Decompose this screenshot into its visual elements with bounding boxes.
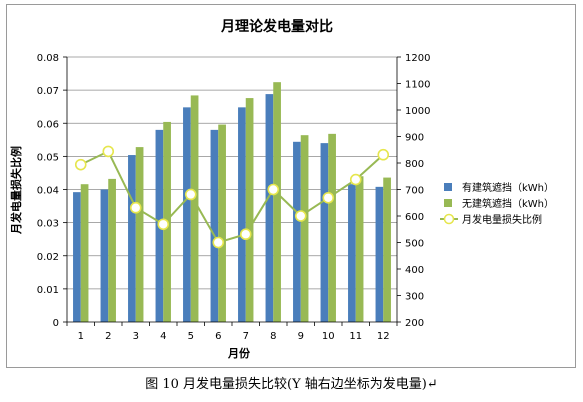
bar-shaded bbox=[265, 94, 274, 322]
bar-shaded bbox=[128, 155, 136, 322]
right-tick-label: 1000 bbox=[405, 106, 430, 117]
x-axis-label: 月份 bbox=[227, 346, 251, 360]
figure-caption: 图 10 月发电量损失比较(Y 轴右边坐标为发电量)↵ bbox=[145, 377, 438, 392]
legend: 有建筑遮挡（kWh） 无建筑遮挡（kWh） 月发电量损失比例 bbox=[440, 181, 554, 226]
right-tick-label: 500 bbox=[405, 239, 424, 250]
left-tick-label: 0 bbox=[53, 318, 59, 329]
bar-shaded bbox=[238, 107, 246, 322]
left-axis-ticks: 0 0.01 0.02 0.03 0.04 0.05 0.06 0.07 0.08 bbox=[37, 53, 67, 329]
x-tick-label: 11 bbox=[349, 331, 362, 342]
x-tick-label: 3 bbox=[133, 331, 139, 342]
loss-ratio-point bbox=[184, 188, 197, 201]
y-axis-label: 月发电量损失比例 bbox=[9, 146, 23, 235]
loss-ratio-point bbox=[102, 145, 115, 158]
gridlines bbox=[67, 56, 397, 290]
right-tick-label: 1100 bbox=[405, 80, 430, 91]
left-tick-label: 0.01 bbox=[37, 285, 59, 296]
loss-ratio-point bbox=[349, 173, 362, 186]
chart-frame: 月理论发电量对比 0 0.01 0.02 0.03 0.04 0.05 0.06 0.07 0.… bbox=[6, 4, 576, 368]
right-tick-label: 600 bbox=[405, 212, 424, 223]
left-tick-label: 0.08 bbox=[37, 53, 59, 64]
left-tick-label: 0.02 bbox=[37, 252, 59, 263]
bar-unshaded bbox=[328, 133, 336, 322]
x-tick-label: 8 bbox=[270, 331, 276, 342]
loss-ratio-point bbox=[377, 148, 390, 161]
bar-shaded bbox=[320, 143, 329, 322]
bar-unshaded bbox=[190, 95, 199, 322]
bar-shaded bbox=[375, 186, 384, 322]
x-tick-label: 2 bbox=[105, 331, 111, 342]
right-tick-label: 200 bbox=[405, 318, 424, 329]
bar-unshaded bbox=[273, 82, 281, 322]
x-tick-label: 1 bbox=[78, 331, 84, 342]
legend-entry: 无建筑遮挡（kWh） bbox=[462, 197, 554, 210]
bar-shaded bbox=[183, 107, 191, 322]
right-tick-label: 1200 bbox=[405, 53, 430, 64]
loss-ratio-line bbox=[80, 150, 384, 244]
legend-entry: 有建筑遮挡（kWh） bbox=[462, 181, 554, 194]
right-axis-ticks: 200 300 400 500 600 700 800 900 1000 1100 1200 bbox=[397, 53, 430, 329]
left-tick-label: 0.07 bbox=[37, 86, 59, 97]
chart-title: 月理论发电量对比 bbox=[220, 18, 333, 35]
bar-unshaded bbox=[218, 124, 226, 322]
bar-unshaded bbox=[300, 135, 309, 322]
bar-shaded bbox=[73, 192, 81, 322]
legend-entry: 月发电量损失比例 bbox=[462, 213, 542, 226]
bar-shaded bbox=[100, 189, 109, 322]
x-tick-label: 10 bbox=[322, 331, 335, 342]
x-tick-label: 5 bbox=[188, 331, 194, 342]
bar-unshaded bbox=[135, 147, 144, 322]
bar-shaded bbox=[348, 184, 356, 322]
bar-unshaded bbox=[80, 184, 89, 322]
left-tick-label: 0.04 bbox=[37, 186, 59, 197]
line-layer bbox=[74, 145, 390, 249]
bar-unshaded bbox=[245, 98, 254, 322]
legend-swatch bbox=[444, 183, 452, 191]
bar-unshaded bbox=[108, 178, 116, 322]
loss-ratio-point bbox=[239, 228, 252, 241]
chart-svg: 月理论发电量对比 0 0.01 0.02 0.03 0.04 0.05 0.06 0.07 0.… bbox=[9, 18, 554, 360]
x-axis-ticks: 1 2 3 4 5 6 7 8 9 10 11 12 bbox=[66, 322, 398, 342]
bars-layer bbox=[73, 82, 391, 322]
bar-shaded bbox=[210, 129, 219, 322]
x-tick-label: 4 bbox=[160, 331, 166, 342]
loss-ratio-point bbox=[212, 236, 225, 249]
right-tick-label: 800 bbox=[405, 159, 424, 170]
left-tick-label: 0.05 bbox=[37, 152, 59, 163]
loss-ratio-point bbox=[129, 201, 142, 214]
x-tick-label: 6 bbox=[215, 331, 221, 342]
loss-ratio-point bbox=[157, 218, 170, 231]
bar-unshaded bbox=[383, 177, 391, 322]
bar-unshaded bbox=[355, 176, 364, 322]
x-tick-label: 7 bbox=[243, 331, 249, 342]
loss-ratio-point bbox=[74, 158, 87, 171]
legend-marker-swatch bbox=[443, 213, 455, 225]
right-tick-label: 900 bbox=[405, 133, 424, 144]
loss-ratio-point bbox=[267, 183, 280, 196]
right-tick-label: 400 bbox=[405, 265, 424, 276]
x-tick-label: 12 bbox=[377, 331, 390, 342]
loss-ratio-point bbox=[294, 210, 307, 222]
legend-swatch bbox=[444, 199, 452, 207]
loss-ratio-point bbox=[322, 191, 335, 204]
x-tick-label: 9 bbox=[298, 331, 304, 342]
bar-shaded bbox=[293, 141, 301, 322]
right-tick-label: 300 bbox=[405, 292, 424, 303]
left-tick-label: 0.06 bbox=[37, 119, 59, 130]
right-tick-label: 700 bbox=[405, 186, 424, 197]
left-tick-label: 0.03 bbox=[37, 219, 59, 230]
